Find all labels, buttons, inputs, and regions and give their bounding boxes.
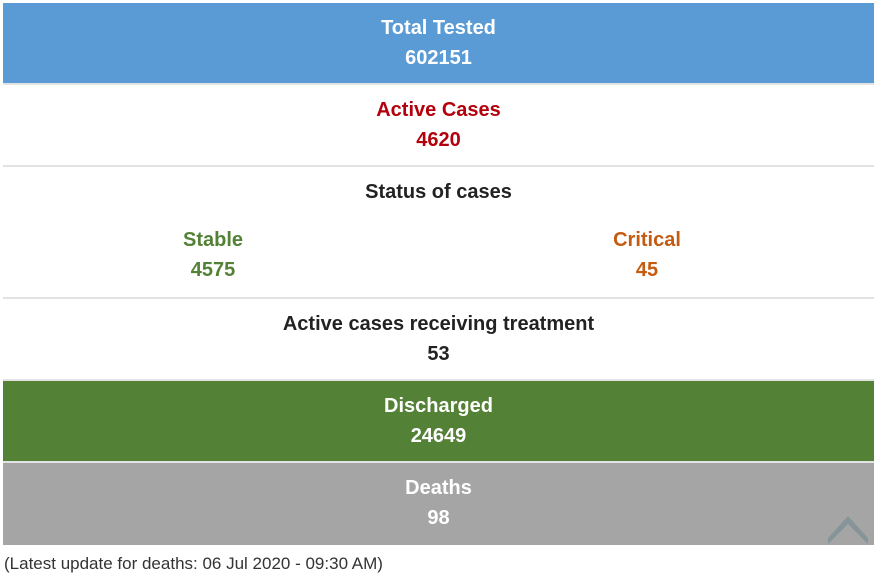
critical-label: Critical bbox=[613, 229, 681, 251]
critical-value: 45 bbox=[635, 259, 659, 281]
discharged-value: 24649 bbox=[410, 425, 467, 447]
scroll-to-top-button[interactable] bbox=[826, 508, 870, 544]
critical-stat: Critical 45 bbox=[547, 228, 747, 282]
total-tested-card: Total Tested 602151 bbox=[3, 3, 874, 85]
total-tested-label: Total Tested bbox=[381, 17, 496, 39]
treatment-card: Active cases receiving treatment 53 bbox=[3, 299, 874, 381]
total-tested-value: 602151 bbox=[405, 47, 472, 69]
stable-stat: Stable 4575 bbox=[113, 228, 313, 282]
chevron-up-icon bbox=[828, 516, 868, 544]
treatment-label: Active cases receiving treatment bbox=[282, 313, 595, 335]
active-cases-label: Active Cases bbox=[376, 99, 501, 121]
discharged-card: Discharged 24649 bbox=[3, 381, 874, 463]
stable-value: 4575 bbox=[190, 259, 236, 281]
status-of-cases-label: Status of cases bbox=[365, 181, 512, 203]
deaths-value: 98 bbox=[427, 507, 450, 529]
active-cases-value: 4620 bbox=[416, 129, 461, 151]
stable-label: Stable bbox=[182, 229, 244, 251]
active-cases-card: Active Cases 4620 bbox=[3, 85, 874, 167]
discharged-label: Discharged bbox=[384, 395, 493, 417]
treatment-value: 53 bbox=[427, 343, 450, 365]
deaths-label: Deaths bbox=[405, 477, 472, 499]
deaths-card: Deaths 98 bbox=[3, 463, 874, 545]
deaths-update-note: (Latest update for deaths: 06 Jul 2020 -… bbox=[4, 554, 383, 573]
covid-stats-panel: Total Tested 602151 Active Cases 4620 St… bbox=[3, 3, 874, 545]
status-of-cases-card: Status of cases bbox=[3, 167, 874, 299]
